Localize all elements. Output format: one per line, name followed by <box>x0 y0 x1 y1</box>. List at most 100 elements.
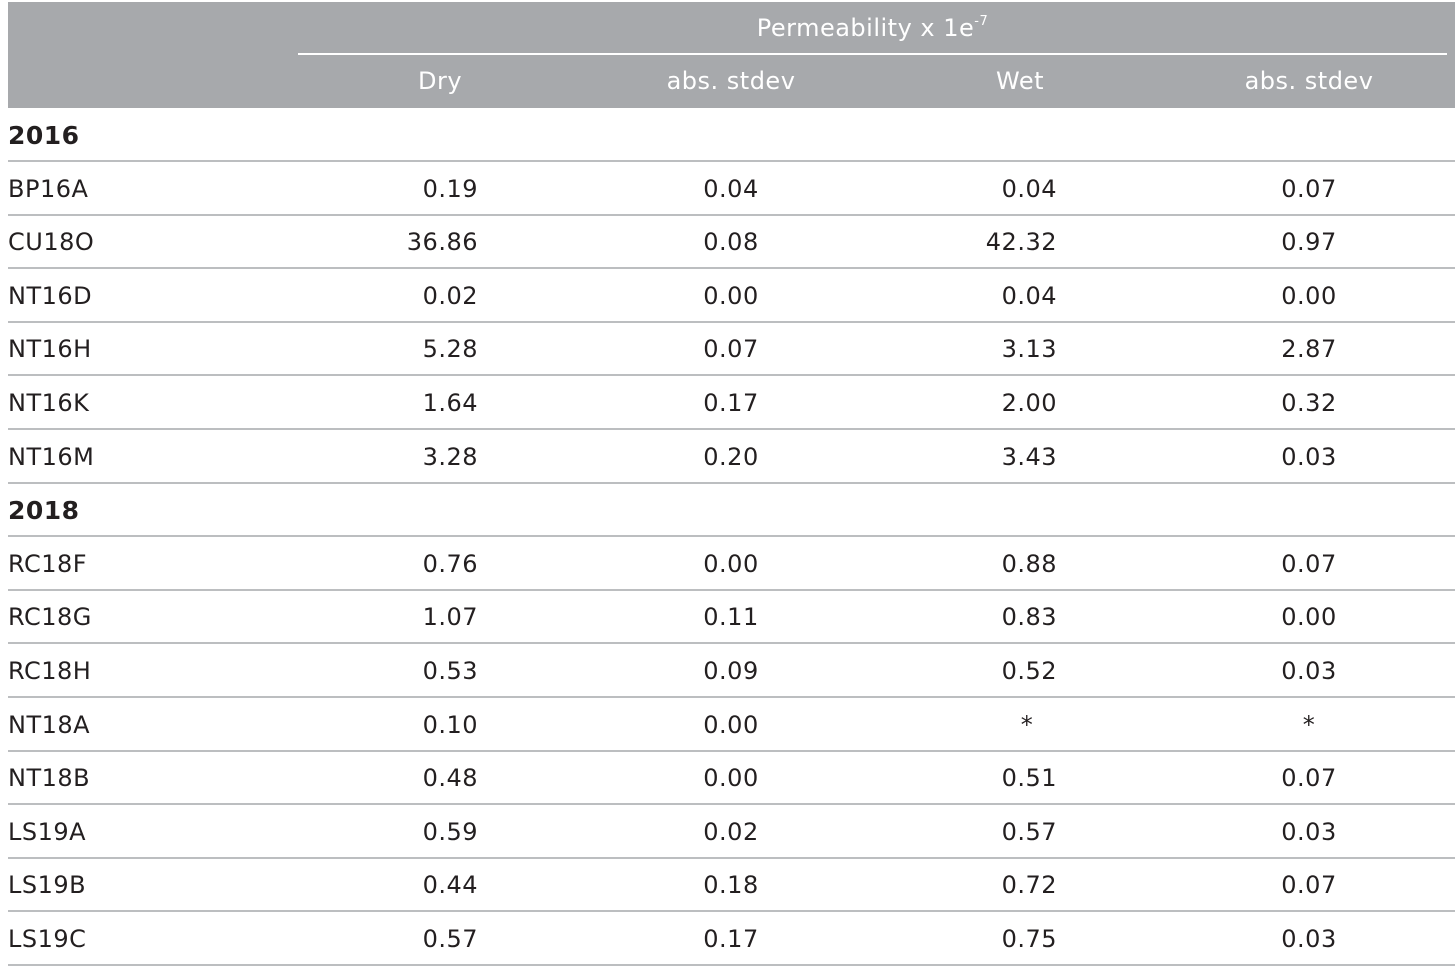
row-divider <box>8 428 1455 430</box>
row-divider <box>8 320 1455 323</box>
sample-name: RC18G <box>8 603 92 632</box>
wet-stdev-value: 0.07 <box>1281 871 1337 900</box>
header-group-title-exponent: -7 <box>974 14 989 29</box>
sample-name: LS19C <box>8 925 87 953</box>
row-divider <box>8 481 1455 484</box>
table-row: NT16H 5.28 0.07 3.13 2.87 <box>8 323 1455 377</box>
row-divider <box>8 160 1455 162</box>
table-row: RC18F 0.76 0.00 0.88 0.07 <box>8 538 1455 591</box>
dry-value: 0.02 <box>422 281 478 310</box>
table-row: LS19B 0.44 0.18 0.72 0.07 <box>8 859 1455 913</box>
wet-value: 42.32 <box>985 228 1057 257</box>
row-divider <box>8 588 1455 591</box>
sample-name: CU18O <box>8 228 95 257</box>
sample-name: NT18B <box>8 764 91 793</box>
wet-stdev-value: 0.97 <box>1281 228 1337 257</box>
table-row: LS19C 0.57 0.17 0.75 0.03 <box>8 913 1455 966</box>
group-row: 2018 <box>8 484 1455 538</box>
table-row: RC18H 0.53 0.09 0.52 0.03 <box>8 645 1455 698</box>
column-header-wet: Wet <box>996 67 1044 95</box>
dry-value: 0.44 <box>422 871 478 900</box>
wet-value: 0.72 <box>1001 871 1057 900</box>
group-row: 2016 <box>8 109 1455 162</box>
table-row: CU18O 36.86 0.08 42.32 0.97 <box>8 216 1455 270</box>
wet-stdev-value: 0.03 <box>1281 657 1337 685</box>
sample-name: RC18H <box>8 657 92 685</box>
row-divider <box>8 696 1455 698</box>
header-group-title: Permeability x 1e-7 <box>298 14 1447 42</box>
sample-name: BP16A <box>8 174 89 203</box>
table-header <box>8 2 1455 108</box>
dry-stdev-value: 0.08 <box>703 228 759 257</box>
wet-stdev-value: 0.07 <box>1281 174 1337 203</box>
dry-stdev-value: 0.04 <box>703 174 759 203</box>
wet-value: 0.75 <box>1001 925 1057 953</box>
table-row: NT18A 0.10 0.00 * * <box>8 699 1455 752</box>
wet-stdev-value: 0.00 <box>1281 281 1337 310</box>
wet-value: 0.04 <box>1001 281 1057 310</box>
dry-value: 0.57 <box>422 925 478 953</box>
header-group-title-text: Permeability x 1e <box>756 14 975 42</box>
group-year-label: 2018 <box>8 496 80 526</box>
wet-value: 0.57 <box>1001 817 1057 846</box>
dry-value: 1.64 <box>422 389 478 417</box>
wet-stdev-value: * <box>1302 710 1316 739</box>
table-row: RC18G 1.07 0.11 0.83 0.00 <box>8 591 1455 645</box>
sample-name: NT16K <box>8 389 90 417</box>
wet-value: 3.13 <box>1001 335 1057 364</box>
dry-value: 0.19 <box>422 174 478 203</box>
table-row: NT16K 1.64 0.17 2.00 0.32 <box>8 377 1455 430</box>
dry-stdev-value: 0.18 <box>703 871 759 900</box>
wet-value: * <box>1020 710 1034 739</box>
wet-value: 0.83 <box>1001 603 1057 632</box>
dry-stdev-value: 0.17 <box>703 925 759 953</box>
table-row: NT16D 0.02 0.00 0.04 0.00 <box>8 270 1455 323</box>
sample-name: NT16H <box>8 335 92 364</box>
column-header-wet-stdev: abs. stdev <box>1244 67 1374 95</box>
sample-name: NT16M <box>8 442 95 471</box>
dry-stdev-value: 0.00 <box>703 710 759 739</box>
dry-value: 5.28 <box>422 335 478 364</box>
wet-stdev-value: 0.00 <box>1281 603 1337 632</box>
wet-stdev-value: 0.07 <box>1281 549 1337 578</box>
dry-stdev-value: 0.02 <box>703 817 759 846</box>
column-header-dry: Dry <box>417 67 463 95</box>
row-divider <box>8 749 1455 752</box>
row-divider <box>8 803 1455 806</box>
dry-stdev-value: 0.07 <box>703 335 759 364</box>
dry-stdev-value: 0.11 <box>703 603 759 632</box>
sample-name: LS19A <box>8 817 87 846</box>
dry-value: 0.76 <box>422 549 478 578</box>
row-divider <box>8 267 1455 270</box>
wet-value: 0.51 <box>1001 764 1057 793</box>
dry-stdev-value: 0.20 <box>703 442 759 471</box>
table-row: LS19A 0.59 0.02 0.57 0.03 <box>8 806 1455 859</box>
wet-value: 2.00 <box>1001 389 1057 417</box>
dry-value: 0.53 <box>422 657 478 685</box>
wet-value: 3.43 <box>1001 442 1057 471</box>
column-header-dry-stdev: abs. stdev <box>666 67 796 95</box>
dry-stdev-value: 0.00 <box>703 281 759 310</box>
row-divider <box>8 213 1455 216</box>
row-divider <box>8 910 1455 913</box>
header-divider <box>298 53 1447 55</box>
dry-stdev-value: 0.17 <box>703 389 759 417</box>
dry-stdev-value: 0.00 <box>703 764 759 793</box>
dry-value: 0.48 <box>422 764 478 793</box>
row-divider <box>8 642 1455 645</box>
table-row: BP16A 0.19 0.04 0.04 0.07 <box>8 163 1455 216</box>
dry-stdev-value: 0.09 <box>703 657 759 685</box>
row-divider <box>8 856 1455 859</box>
dry-value: 0.59 <box>422 817 478 846</box>
dry-value: 0.10 <box>422 710 478 739</box>
wet-stdev-value: 0.03 <box>1281 925 1337 953</box>
wet-stdev-value: 0.32 <box>1281 389 1337 417</box>
wet-stdev-value: 0.03 <box>1281 817 1337 846</box>
wet-stdev-value: 2.87 <box>1281 335 1337 364</box>
dry-stdev-value: 0.00 <box>703 549 759 578</box>
sample-name: NT18A <box>8 710 91 739</box>
dry-value: 1.07 <box>422 603 478 632</box>
sample-name: RC18F <box>8 549 88 578</box>
row-divider <box>8 535 1455 538</box>
table-row: NT16M 3.28 0.20 3.43 0.03 <box>8 431 1455 484</box>
